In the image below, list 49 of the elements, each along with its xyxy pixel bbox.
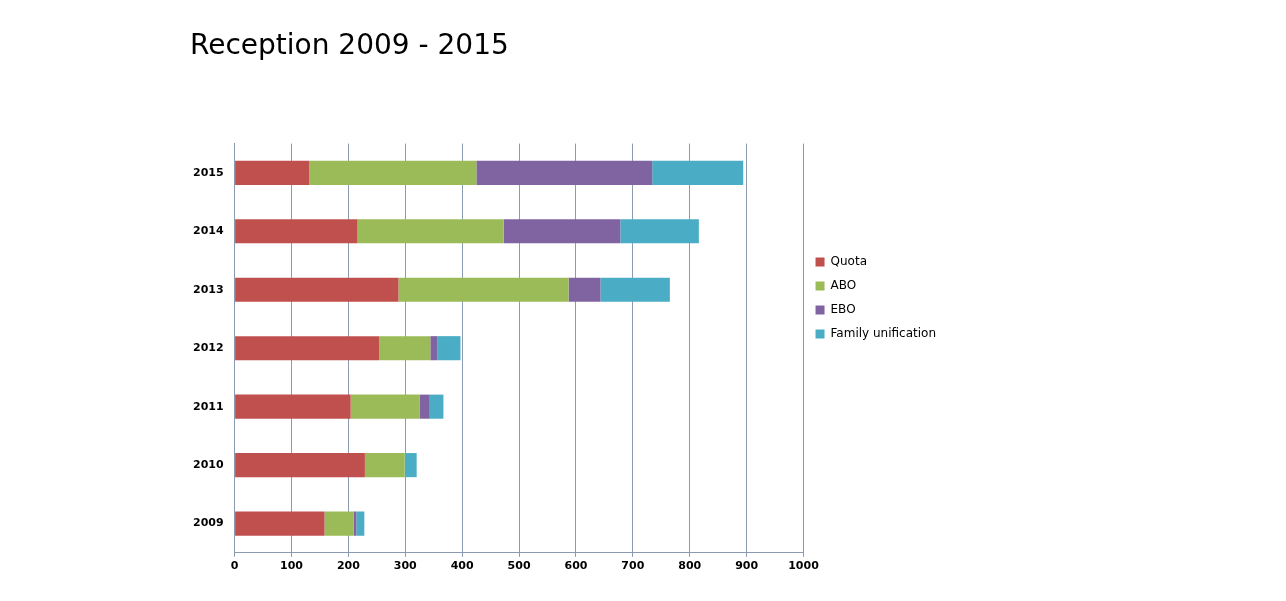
- bar: [356, 511, 365, 536]
- x-tick-label: 700: [621, 559, 645, 573]
- bar: [235, 394, 351, 419]
- bar: [419, 394, 430, 419]
- x-tick-label: 400: [450, 559, 474, 573]
- x-tick-label: 200: [336, 559, 361, 573]
- x-tick-label: 0: [230, 559, 239, 573]
- y-tick-label: 2012: [192, 341, 224, 355]
- bar: [235, 511, 325, 536]
- y-tick-label: 2010: [192, 457, 224, 471]
- chart-title: Reception 2009 - 2015: [190, 28, 509, 62]
- y-tick-label: 2011: [192, 399, 224, 413]
- x-tick-label: 800: [678, 559, 702, 573]
- y-tick-label: 2015: [192, 165, 224, 179]
- x-tick-label: 900: [735, 559, 759, 573]
- bar: [430, 336, 438, 361]
- y-tick-label: 2009: [192, 516, 224, 530]
- x-tick-label: 1000: [788, 559, 820, 573]
- bar: [309, 160, 477, 185]
- bar: [398, 277, 569, 302]
- bar: [503, 219, 621, 244]
- bar: [235, 277, 399, 302]
- bar: [324, 511, 354, 536]
- y-tick-label: 2014: [192, 224, 224, 238]
- bar: [357, 219, 504, 244]
- bar: [379, 336, 431, 361]
- legend-label: EBO: [830, 302, 856, 317]
- legend-label: Quota: [830, 254, 867, 269]
- legend-label: Family unification: [830, 326, 936, 341]
- bar: [350, 394, 420, 419]
- bar: [476, 160, 653, 185]
- bar: [235, 160, 310, 185]
- bar: [568, 277, 601, 302]
- x-tick-label: 100: [280, 559, 304, 573]
- bar: [235, 336, 380, 361]
- x-tick-label: 500: [507, 559, 531, 573]
- legend-label: ABO: [830, 278, 857, 293]
- bar: [404, 453, 417, 478]
- bar: [437, 336, 461, 361]
- y-tick-label: 2013: [192, 282, 224, 296]
- bar: [364, 453, 405, 478]
- bar: [235, 219, 358, 244]
- x-tick-label: 600: [564, 559, 588, 573]
- bar: [600, 277, 670, 302]
- bar: [652, 160, 744, 185]
- bar: [429, 394, 444, 419]
- bar: [620, 219, 699, 244]
- x-tick-label: 300: [393, 559, 418, 573]
- bar: [235, 453, 365, 478]
